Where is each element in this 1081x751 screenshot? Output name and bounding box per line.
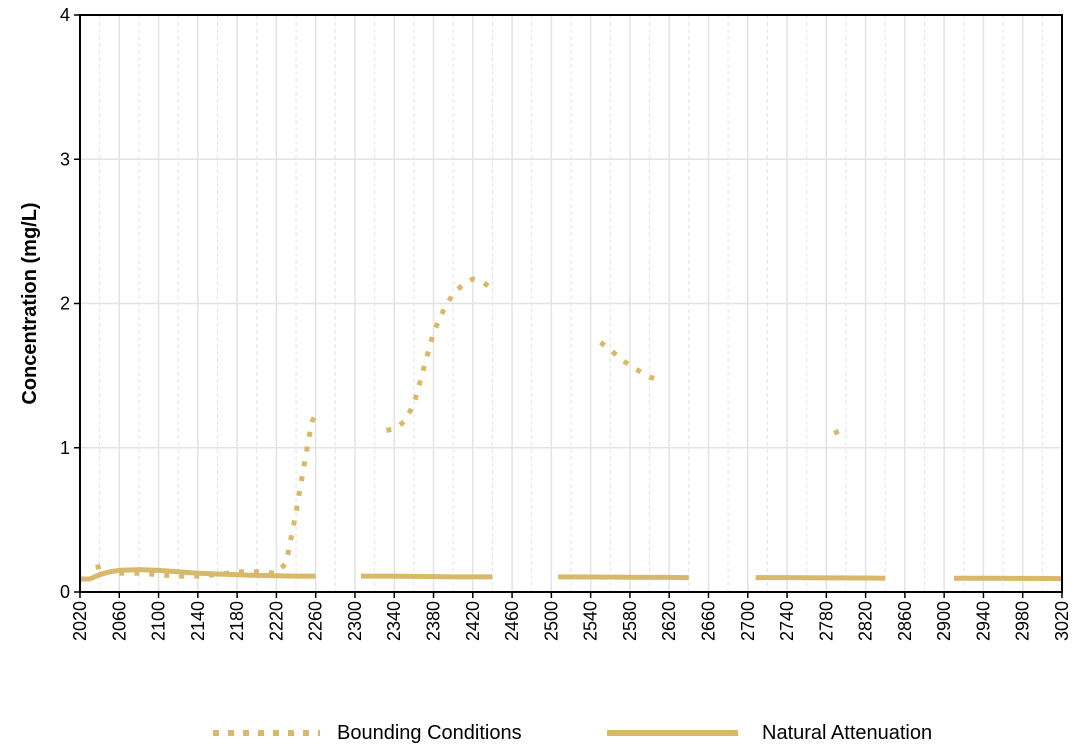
x-tick-label: 2540 <box>581 601 601 641</box>
x-tick-label: 2140 <box>188 601 208 641</box>
x-tick-label: 2300 <box>345 601 365 641</box>
bounding-conditions-line <box>599 340 661 383</box>
x-tick-label: 2260 <box>306 601 326 641</box>
plot-series <box>80 276 1063 582</box>
x-tick-label: 2340 <box>384 601 404 641</box>
y-tick-label: 1 <box>60 438 70 458</box>
x-tick-label: 2900 <box>934 601 954 641</box>
y-tick-label: 0 <box>60 582 70 602</box>
x-tick-label: 2060 <box>109 601 129 641</box>
legend-label: Natural Attenuation <box>762 722 932 744</box>
bounding-conditions-line <box>95 563 103 570</box>
legend: Bounding Conditions Natural Attenuation <box>213 722 932 744</box>
bounding-conditions-line <box>385 276 494 433</box>
x-tick-label: 2380 <box>424 601 444 641</box>
bounding-conditions-line <box>119 413 318 579</box>
natural-attenuation-line <box>360 573 493 580</box>
x-tick-label: 2740 <box>777 601 797 641</box>
y-tick-label: 2 <box>60 294 70 314</box>
bounding-conditions-line <box>833 428 842 436</box>
natural-attenuation-line <box>80 567 316 582</box>
x-tick-label: 2660 <box>698 601 718 641</box>
x-tick-label: 2700 <box>738 601 758 641</box>
x-tick-label: 2020 <box>70 601 90 641</box>
x-tick-label: 2500 <box>541 601 561 641</box>
x-tick-label: 2780 <box>816 601 836 641</box>
x-tick-label: 2220 <box>266 601 286 641</box>
x-tick-label: 2420 <box>463 601 483 641</box>
x-tick-label: 2980 <box>1013 601 1033 641</box>
x-tick-label: 2460 <box>502 601 522 641</box>
x-tick-label: 2100 <box>149 601 169 641</box>
x-tick-label: 2580 <box>620 601 640 641</box>
axis-ticks: 2020 2060 2100 2140 2180 2220 2260 2300 2340 2380… <box>60 5 1072 641</box>
natural-attenuation-line <box>558 574 689 581</box>
series-bounding-conditions <box>95 276 842 579</box>
y-tick-label: 4 <box>60 5 70 25</box>
x-tick-label: 2620 <box>659 601 679 641</box>
x-tick-label: 2940 <box>973 601 993 641</box>
y-tick-label: 3 <box>60 149 70 169</box>
x-tick-label: 2860 <box>895 601 915 641</box>
x-tick-label: 2820 <box>856 601 876 641</box>
legend-label: Bounding Conditions <box>337 722 522 744</box>
grid-lines <box>79 14 1063 593</box>
x-tick-label: 2180 <box>227 601 247 641</box>
series-natural-attenuation <box>80 567 1063 582</box>
x-tick-label: 3020 <box>1052 601 1072 641</box>
natural-attenuation-line <box>755 575 886 581</box>
y-axis-title: Concentration (mg/L) <box>19 202 41 404</box>
